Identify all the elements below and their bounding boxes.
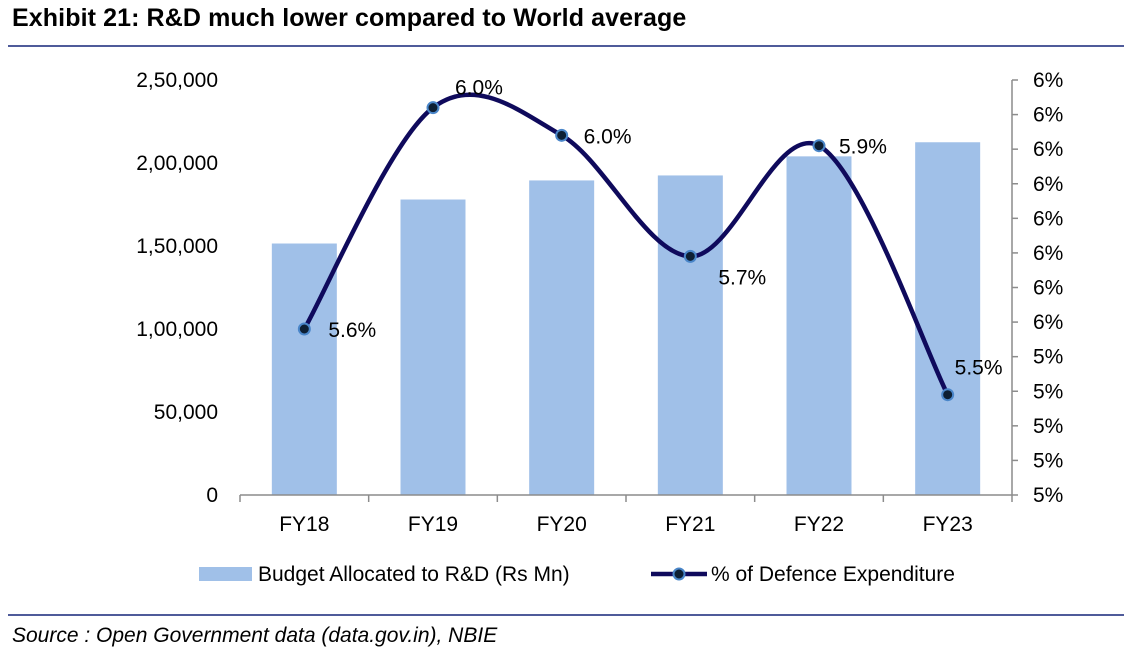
y-right-tick-label: 6% (1033, 69, 1063, 92)
y-right-tick-label: 5% (1033, 484, 1063, 507)
y-right-tick-label: 6% (1033, 277, 1063, 300)
x-tick-label-fy20: FY20 (537, 513, 587, 536)
x-tick-label-fy21: FY21 (665, 513, 715, 536)
data-label-fy22: 5.9% (839, 136, 887, 159)
data-label-fy18: 5.6% (328, 319, 376, 342)
y-right-tick-label: 5% (1033, 380, 1063, 403)
x-tick-label-fy22: FY22 (794, 513, 844, 536)
source-note: Source : Open Government data (data.gov.… (12, 624, 498, 647)
y-left-tick-label: 0 (206, 484, 218, 507)
y-right-tick-label: 6% (1033, 242, 1063, 265)
y-right-tick-label: 6% (1033, 173, 1063, 196)
legend: Budget Allocated to R&D (Rs Mn) % of Defe… (199, 563, 955, 586)
y-left-tick-label: 2,00,000 (136, 152, 218, 175)
line-series-path (302, 92, 950, 396)
x-tick-label-fy23: FY23 (923, 513, 973, 536)
y-right-tick-label: 6% (1033, 207, 1063, 230)
y-left-tick-label: 2,50,000 (136, 69, 218, 92)
line-point-fy22 (812, 139, 826, 153)
line-point-fy18 (297, 322, 311, 336)
legend-label-line: % of Defence Expenditure (711, 563, 955, 586)
y-left-tick-label: 1,50,000 (136, 235, 218, 258)
data-label-fy21: 5.7% (718, 266, 766, 289)
legend-swatch-marker (672, 567, 686, 581)
line-group: 5.6% 6.0% 6.0% 5.7% 5.9% 5.5% (297, 77, 1003, 402)
bars-group (271, 142, 981, 496)
bar-fy20 (529, 180, 595, 495)
bar-fy19 (400, 199, 466, 495)
data-label-fy20: 6.0% (584, 125, 632, 148)
line-point-fy21 (683, 249, 697, 263)
chart-title: Exhibit 21: R&D much lower compared to W… (12, 4, 687, 32)
bar-fy21 (657, 175, 723, 495)
chart-svg: FY18 FY19 FY20 FY21 FY22 FY23 0 50,000 1,00,000 1… (136, 69, 1063, 586)
title-divider (8, 45, 1124, 47)
y-left-tick-label: 50,000 (154, 401, 218, 424)
line-point-fy20 (555, 128, 569, 142)
bar-fy22 (786, 156, 852, 496)
y-right-tick-label: 6% (1033, 138, 1063, 161)
x-tick-label-fy18: FY18 (279, 513, 329, 536)
y-right-tick-label: 5% (1033, 415, 1063, 438)
legend-swatch-bar (199, 567, 252, 581)
y-right-tick-label: 5% (1033, 346, 1063, 369)
x-tick-label-fy19: FY19 (408, 513, 458, 536)
y-left-tick-label: 1,00,000 (136, 318, 218, 341)
line-point-fy23 (941, 388, 955, 402)
y-right-tick-label: 6% (1033, 104, 1063, 127)
data-label-fy19: 6.0% (455, 77, 503, 100)
line-point-fy19 (426, 101, 440, 115)
axes-group: FY18 FY19 FY20 FY21 FY22 FY23 0 50,000 1,00,000 1… (136, 69, 1063, 536)
legend-label-bar: Budget Allocated to R&D (Rs Mn) (258, 563, 570, 586)
y-right-tick-label: 5% (1033, 449, 1063, 472)
source-divider (8, 614, 1124, 616)
y-right-tick-label: 6% (1033, 311, 1063, 334)
data-label-fy23: 5.5% (955, 357, 1003, 380)
bar-fy23 (915, 142, 981, 495)
